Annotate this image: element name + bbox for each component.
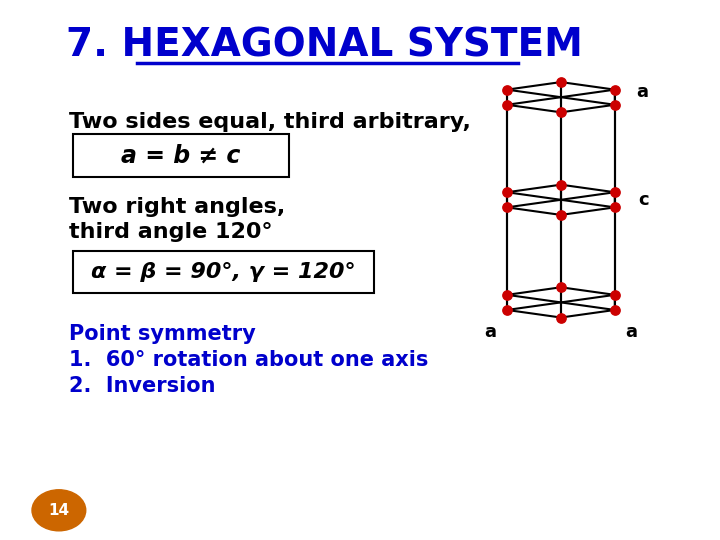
Point [501, 203, 513, 212]
Point [501, 291, 513, 299]
Point [609, 188, 621, 197]
Point [609, 306, 621, 314]
Text: c: c [639, 191, 649, 209]
Text: a: a [484, 323, 496, 341]
Point [609, 291, 621, 299]
Text: Point symmetry: Point symmetry [70, 323, 256, 344]
Text: 7. HEXAGONAL SYSTEM: 7. HEXAGONAL SYSTEM [66, 27, 582, 65]
FancyBboxPatch shape [73, 251, 374, 293]
Point [609, 100, 621, 109]
Text: a: a [626, 323, 638, 341]
Text: α = β = 90°, γ = 120°: α = β = 90°, γ = 120° [91, 262, 356, 282]
Text: a: a [636, 83, 648, 101]
Point [555, 283, 567, 292]
Text: 1.  60° rotation about one axis: 1. 60° rotation about one axis [70, 350, 429, 370]
Text: third angle 120°: third angle 120° [70, 222, 273, 242]
Circle shape [32, 490, 86, 531]
Text: a = b ≠ c: a = b ≠ c [121, 144, 240, 167]
FancyBboxPatch shape [73, 134, 289, 177]
Text: Two sides equal, third arbitrary,: Two sides equal, third arbitrary, [70, 111, 472, 132]
Text: 2.  Inversion: 2. Inversion [70, 376, 216, 396]
Point [609, 203, 621, 212]
Point [555, 211, 567, 219]
Point [555, 78, 567, 86]
Point [501, 188, 513, 197]
Point [555, 180, 567, 189]
Point [555, 108, 567, 117]
Point [609, 85, 621, 94]
Point [501, 100, 513, 109]
Text: 14: 14 [48, 503, 69, 518]
Point [555, 313, 567, 322]
Point [501, 306, 513, 314]
Text: Two right angles,: Two right angles, [70, 197, 286, 217]
Point [501, 85, 513, 94]
